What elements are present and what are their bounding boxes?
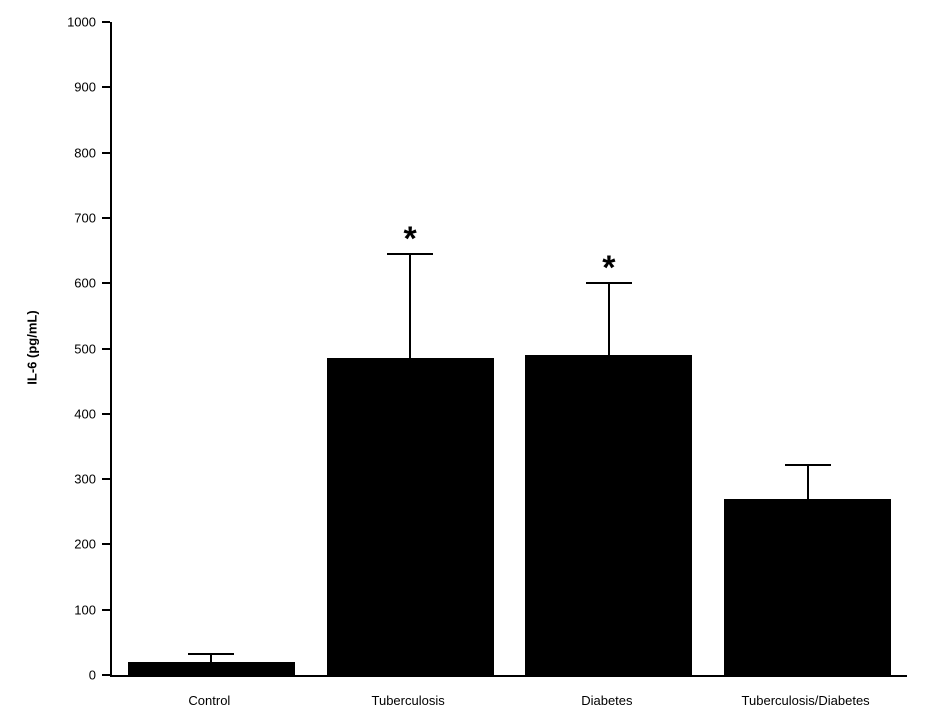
error-bar-cap	[585, 282, 632, 285]
plot-area: 0 100 200 300 400 500 600 700 800 900 1000 * *	[67, 15, 907, 683]
y-tick-label: 1000	[67, 14, 96, 30]
bar	[525, 355, 693, 675]
x-category-label: Control	[188, 693, 231, 708]
x-category-label: Tuberculosis/Diabetes	[741, 693, 870, 708]
y-tick-label: 0	[88, 667, 96, 683]
x-category-label: Diabetes	[581, 693, 633, 708]
bars-container: * *	[112, 22, 907, 675]
error-bar-cap	[188, 653, 235, 656]
bar-slot	[112, 22, 311, 675]
y-tick-label: 700	[74, 210, 96, 226]
error-bar-cap	[784, 463, 831, 466]
significance-marker: *	[403, 219, 417, 258]
y-tick-label: 500	[74, 341, 96, 356]
y-tick-mark	[102, 608, 110, 611]
y-tick-mark	[102, 216, 110, 219]
error-bar-cap	[387, 252, 434, 255]
y-tick-mark	[102, 412, 110, 415]
y-tick-label: 100	[74, 602, 96, 618]
error-bar-stem	[607, 283, 610, 356]
bar	[326, 358, 494, 675]
error-bar-stem	[409, 253, 412, 359]
y-tick-label: 900	[74, 79, 96, 95]
y-tick-mark	[102, 151, 110, 154]
y-tick-label: 600	[74, 275, 96, 291]
x-category-label: Tuberculosis	[371, 693, 445, 708]
bar-slot: *	[510, 22, 709, 675]
y-tick-label: 400	[74, 406, 96, 422]
bar	[724, 498, 892, 675]
y-tick-mark	[102, 478, 110, 481]
bar-slot: *	[311, 22, 510, 675]
y-tick-label: 200	[74, 536, 96, 552]
y-tick-mark	[102, 282, 110, 285]
bar-slot	[708, 22, 907, 675]
y-tick-label: 800	[74, 145, 96, 161]
error-bar-stem	[210, 654, 213, 662]
x-axis-labels: Control Tuberculosis Diabetes Tuberculosis/…	[110, 693, 905, 708]
y-tick-mark	[102, 347, 110, 350]
y-tick-mark	[102, 543, 110, 546]
y-tick-mark	[102, 674, 110, 676]
error-bar-stem	[806, 464, 809, 499]
y-tick-label: 300	[74, 471, 96, 487]
y-axis-title: IL-6 (pg/mL)	[24, 310, 40, 385]
y-tick-mark	[102, 21, 110, 23]
significance-marker: *	[602, 249, 616, 288]
bar	[127, 661, 295, 675]
y-tick-mark	[102, 86, 110, 89]
